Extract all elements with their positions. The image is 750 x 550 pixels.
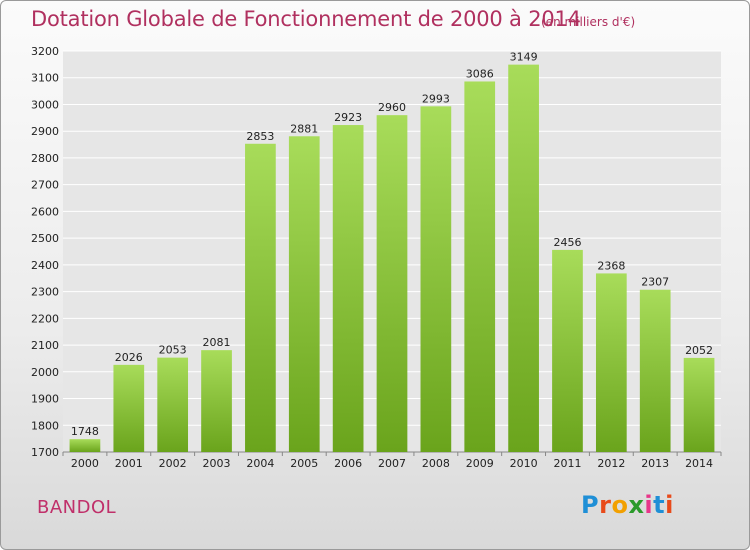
bar-value-label: 2923	[334, 111, 362, 124]
logo-letter: r	[599, 491, 612, 519]
y-tick-label: 1700	[31, 446, 59, 459]
y-tick-label: 2400	[31, 259, 59, 272]
x-tick-label: 2009	[466, 457, 494, 470]
bar	[245, 143, 276, 453]
y-tick-label: 2300	[31, 286, 59, 299]
logo-letter: P	[581, 491, 600, 519]
logo-letter: o	[611, 491, 629, 519]
x-tick-label: 2000	[71, 457, 99, 470]
x-tick-label: 2014	[685, 457, 713, 470]
x-tick-label: 2008	[422, 457, 450, 470]
x-tick-label: 2010	[510, 457, 538, 470]
x-tick-label: 2006	[334, 457, 362, 470]
bar-value-label: 2026	[115, 351, 143, 364]
y-tick-label: 3000	[31, 98, 59, 111]
y-tick-label: 3100	[31, 72, 59, 85]
bar	[69, 439, 101, 452]
bar-value-label: 3149	[510, 51, 538, 64]
y-tick-label: 2600	[31, 205, 59, 218]
bar-value-label: 2307	[641, 276, 669, 289]
x-tick-label: 2005	[290, 457, 318, 470]
y-tick-label: 2200	[31, 312, 59, 325]
y-tick-label: 3200	[31, 45, 59, 58]
bar	[683, 357, 715, 452]
y-tick-label: 1800	[31, 419, 59, 432]
bar	[420, 106, 452, 452]
y-tick-label: 2900	[31, 125, 59, 138]
x-tick-label: 2013	[641, 457, 669, 470]
bar	[552, 249, 583, 452]
x-tick-label: 2001	[115, 457, 143, 470]
x-tick-label: 2007	[378, 457, 406, 470]
bar-value-label: 2081	[203, 336, 231, 349]
chart-title: Dotation Globale de Fonctionnement de 20…	[31, 7, 581, 31]
bar-value-label: 2853	[246, 130, 274, 143]
y-tick-label: 2800	[31, 152, 59, 165]
logo-letter: t	[653, 491, 666, 519]
chart-unit: (en milliers d'€)	[541, 15, 636, 29]
bar	[113, 364, 145, 452]
bar-value-label: 2052	[685, 344, 713, 357]
x-tick-label: 2003	[203, 457, 231, 470]
location-label: BANDOL	[37, 497, 117, 518]
bar	[157, 357, 189, 452]
bar-value-label: 2456	[553, 236, 581, 249]
x-tick-label: 2011	[553, 457, 581, 470]
bar	[288, 136, 320, 452]
bar	[332, 125, 364, 452]
y-tick-label: 2100	[31, 339, 59, 352]
bar-value-label: 3086	[466, 67, 494, 80]
bar-value-label: 2368	[597, 259, 625, 272]
y-tick-label: 2700	[31, 179, 59, 192]
bar-value-label: 2053	[159, 344, 187, 357]
bar	[201, 350, 232, 452]
x-tick-label: 2004	[246, 457, 274, 470]
logo-letter: i	[665, 491, 674, 519]
bar	[464, 81, 496, 452]
bar-value-label: 2993	[422, 92, 450, 105]
bar-value-label: 1748	[71, 425, 99, 438]
bar	[595, 273, 627, 452]
x-tick-label: 2002	[159, 457, 187, 470]
y-tick-label: 1900	[31, 393, 59, 406]
bar	[508, 64, 539, 452]
logo-letter: x	[628, 491, 645, 519]
x-tick-label: 2012	[597, 457, 625, 470]
y-tick-label: 2000	[31, 366, 59, 379]
proxiti-logo: Proxiti	[581, 491, 674, 519]
bar-value-label: 2960	[378, 101, 406, 114]
bar-value-label: 2881	[290, 122, 318, 135]
bar	[639, 289, 671, 452]
logo-letter: i	[644, 491, 654, 519]
y-tick-label: 2500	[31, 232, 59, 245]
bar	[376, 115, 408, 452]
